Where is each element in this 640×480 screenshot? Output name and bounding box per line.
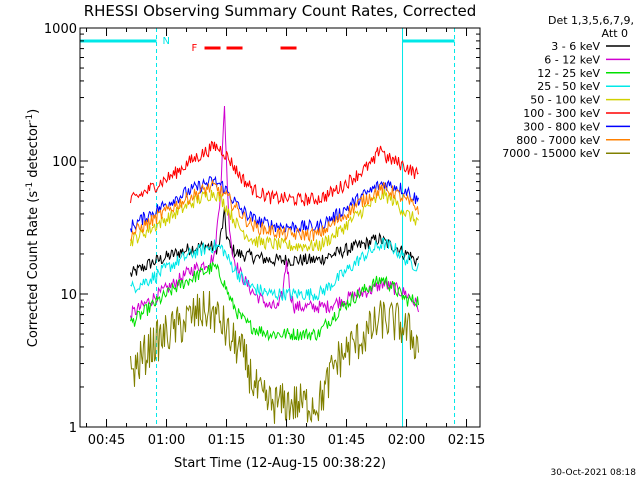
legend-entry-label: 3 - 6 keV [551, 40, 600, 53]
legend-entry-label: 12 - 25 keV [537, 67, 600, 80]
x-tick-label: 00:45 [88, 433, 125, 448]
plot-frame [79, 27, 481, 428]
series-line-3 [130, 237, 419, 301]
y-axis: 1 10 100 1000 [44, 22, 480, 436]
chart-title: RHESSI Observing Summary Count Rates, Co… [84, 2, 477, 20]
series-line-1 [130, 105, 419, 321]
series-line-6 [130, 175, 419, 234]
footer-timestamp: 30-Oct-2021 08:18 [551, 468, 637, 478]
x-tick-label: 01:30 [268, 433, 305, 448]
legend-entry-label: 7000 - 15000 keV [502, 147, 600, 160]
night-label: N [163, 36, 170, 47]
series-line-2 [130, 261, 419, 342]
series-line-5 [130, 140, 419, 207]
flare-label: F [192, 43, 198, 54]
plot-area: NF [79, 28, 456, 427]
y-tick-label: 1000 [44, 22, 77, 37]
x-tick-label: 02:00 [388, 433, 425, 448]
series-line-0 [130, 207, 419, 277]
legend-entry-label: 300 - 800 keV [523, 120, 600, 133]
legend-entry-label: 800 - 7000 keV [516, 134, 600, 147]
legend-entry-label: 6 - 12 keV [544, 53, 600, 66]
y-tick-label: 10 [60, 288, 77, 303]
legend-entry-label: 100 - 300 keV [523, 107, 600, 120]
x-tick-label: 01:00 [148, 433, 185, 448]
x-tick-label: 01:15 [208, 433, 245, 448]
y-tick-label: 1 [69, 421, 77, 436]
x-tick-label: 02:15 [448, 433, 485, 448]
legend-header-detectors: Det 1,3,5,6,7,9, [548, 14, 634, 27]
series-line-8 [130, 290, 419, 424]
x-tick-label: 01:45 [328, 433, 365, 448]
legend-entry-label: 50 - 100 keV [530, 94, 600, 107]
legend-entry-label: 25 - 50 keV [537, 80, 600, 93]
x-axis-label: Start Time (12-Aug-15 00:38:22) [174, 456, 386, 471]
y-tick-label: 100 [52, 155, 77, 170]
series-line-7 [130, 179, 419, 243]
y-axis-label: Corrected Count Rate (s-1 detector-1) [25, 109, 41, 347]
legend-header-attenuator: Att 0 [602, 27, 628, 40]
x-axis: 00:45 01:00 01:15 01:30 01:45 02:00 02:15 [86, 28, 485, 448]
